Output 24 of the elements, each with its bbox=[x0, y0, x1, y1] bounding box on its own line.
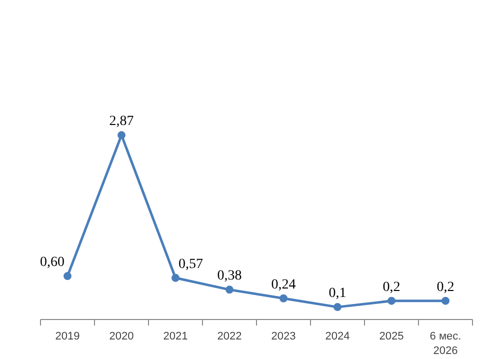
x-tick-label: 2021 bbox=[163, 330, 188, 342]
x-tick-label: 6 мес. 2026 bbox=[430, 330, 462, 357]
x-tick-label: 2019 bbox=[55, 330, 80, 342]
point bbox=[334, 303, 342, 312]
data-label: 0,60 bbox=[40, 255, 64, 270]
x-tick-label: 2025 bbox=[379, 330, 404, 342]
point bbox=[172, 274, 180, 282]
data-label: 0,2 bbox=[436, 280, 454, 295]
point bbox=[280, 294, 288, 302]
x-tick-label: 2020 bbox=[109, 330, 134, 342]
data-label: 0,1 bbox=[328, 286, 346, 302]
x-tick-label: 2023 bbox=[271, 330, 296, 342]
point bbox=[388, 296, 396, 305]
x-tick-label: 2024 bbox=[325, 330, 350, 342]
x-tick-label: 2022 bbox=[217, 330, 242, 342]
point bbox=[226, 286, 234, 294]
data-label: 2,87 bbox=[109, 114, 134, 130]
point bbox=[64, 272, 72, 280]
point bbox=[442, 296, 450, 305]
data-label: 0,24 bbox=[271, 277, 296, 292]
data-label: 0,38 bbox=[217, 268, 242, 284]
data-label: 0,2 bbox=[382, 280, 400, 295]
data-label: 0,57 bbox=[178, 256, 203, 272]
point bbox=[118, 131, 126, 140]
